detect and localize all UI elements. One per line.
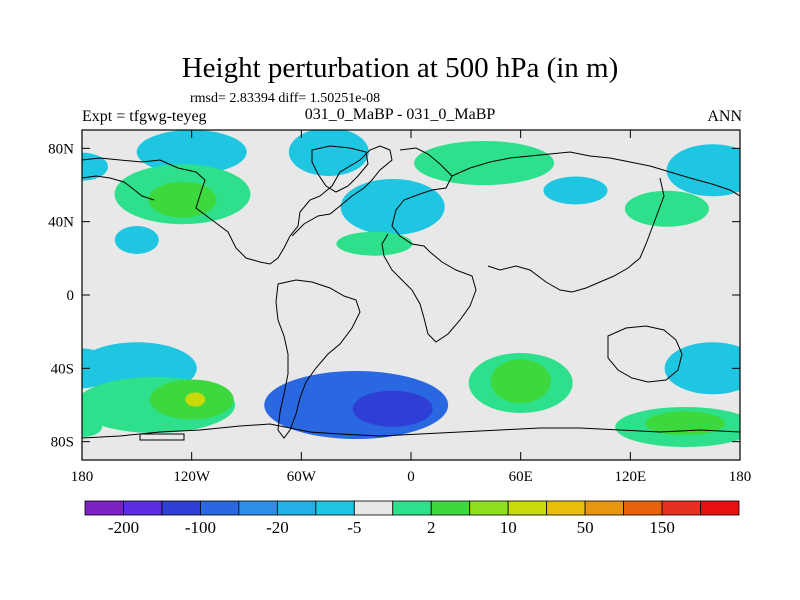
colorbar-label: 2 bbox=[427, 518, 436, 537]
colorbar-swatch bbox=[507, 500, 548, 516]
contour-edge-region bbox=[710, 348, 740, 389]
colorbar-swatch bbox=[392, 500, 432, 516]
colorbar-label: -20 bbox=[266, 518, 289, 537]
colorbar-swatch bbox=[200, 500, 240, 516]
y-tick-label: 80S bbox=[51, 435, 74, 451]
coast-ross-shelf bbox=[139, 433, 185, 441]
contour-region-pos-2 bbox=[336, 231, 413, 256]
colorbar-swatch bbox=[700, 500, 740, 516]
case-label: 031_0_MaBP - 031_0_MaBP bbox=[304, 106, 496, 123]
contour-edge-region bbox=[82, 417, 102, 437]
contour-region-pos-10 bbox=[490, 359, 551, 404]
y-tick-label: 40N bbox=[48, 215, 74, 231]
coast-antarctica bbox=[82, 423, 740, 439]
colorbar-label: 150 bbox=[649, 518, 675, 537]
colorbar-label: 50 bbox=[577, 518, 594, 537]
coast-east-asia bbox=[487, 177, 665, 293]
chart-title: Height perturbation at 500 hPa (in m) bbox=[181, 52, 619, 84]
colorbar-swatch bbox=[315, 500, 355, 516]
x-tick-label: 60E bbox=[509, 469, 533, 485]
contour-edge-region bbox=[82, 348, 112, 389]
contour-region-pos-50 bbox=[185, 392, 206, 407]
coast-australia bbox=[607, 325, 683, 383]
coast-north-america bbox=[82, 145, 393, 265]
y-tick-label: 80N bbox=[48, 141, 74, 157]
coast-south-america bbox=[275, 279, 361, 439]
x-tick-label: 120W bbox=[173, 469, 211, 485]
contour-region-neg-m100 bbox=[352, 390, 433, 427]
colorbar-swatch bbox=[469, 500, 509, 516]
coast-alaska bbox=[82, 175, 155, 201]
colorbar-swatch bbox=[661, 500, 701, 516]
x-tick-label: 180 bbox=[71, 469, 94, 485]
y-tick-label: 40S bbox=[51, 361, 74, 377]
colorbar: -200 -100 -20 -5 2 10 50 150 bbox=[84, 500, 740, 537]
contour-region-pos-10 bbox=[148, 181, 217, 218]
colorbar-swatch bbox=[353, 500, 394, 516]
rmsd-diff-stats: rmsd= 2.83394 diff= 1.50251e-08 bbox=[190, 91, 381, 106]
map-axes: 180 120W 60W 0 60E 120E 180 80N 40N 0 40S 80S bbox=[48, 130, 751, 485]
colorbar-swatch bbox=[430, 500, 471, 516]
colorbar-swatch bbox=[84, 500, 124, 516]
y-tick-label: 0 bbox=[67, 288, 75, 304]
colorbar-label: -100 bbox=[185, 518, 216, 537]
contour-region-pos-2 bbox=[624, 190, 709, 227]
contour-region-neg-m5 bbox=[288, 130, 369, 176]
coast-europe-africa bbox=[381, 147, 477, 343]
x-tick-label: 0 bbox=[407, 469, 415, 485]
contour-region-neg-m5 bbox=[666, 144, 740, 197]
x-tick-label: 180 bbox=[729, 469, 752, 485]
contour-region-neg-m5 bbox=[114, 226, 159, 254]
contour-fields bbox=[82, 130, 740, 447]
colorbar-swatch bbox=[161, 500, 201, 516]
coast-greenland bbox=[311, 145, 369, 193]
contour-region-pos-10 bbox=[645, 411, 726, 436]
colorbar-label: 10 bbox=[500, 518, 517, 537]
colorbar-label: -200 bbox=[108, 518, 139, 537]
contour-region-neg-m5 bbox=[543, 176, 608, 205]
colorbar-swatch bbox=[546, 500, 586, 516]
colorbar-label: -5 bbox=[347, 518, 361, 537]
contour-region-pos-2 bbox=[414, 141, 555, 185]
contour-region-neg-m5 bbox=[340, 179, 445, 235]
colorbar-swatch bbox=[276, 500, 317, 516]
x-tick-label: 120E bbox=[614, 469, 646, 485]
experiment-label: Expt = tfgwg-teyeg bbox=[82, 108, 207, 125]
colorbar-swatch bbox=[238, 500, 278, 516]
season-label: ANN bbox=[707, 108, 742, 125]
coast-asia bbox=[451, 151, 740, 197]
colorbar-swatch bbox=[123, 500, 163, 516]
colorbar-swatch bbox=[584, 500, 624, 516]
coastlines bbox=[82, 145, 740, 441]
contour-region-neg-m5 bbox=[136, 130, 247, 174]
x-tick-label: 60W bbox=[287, 469, 317, 485]
colorbar-swatch bbox=[623, 500, 663, 516]
